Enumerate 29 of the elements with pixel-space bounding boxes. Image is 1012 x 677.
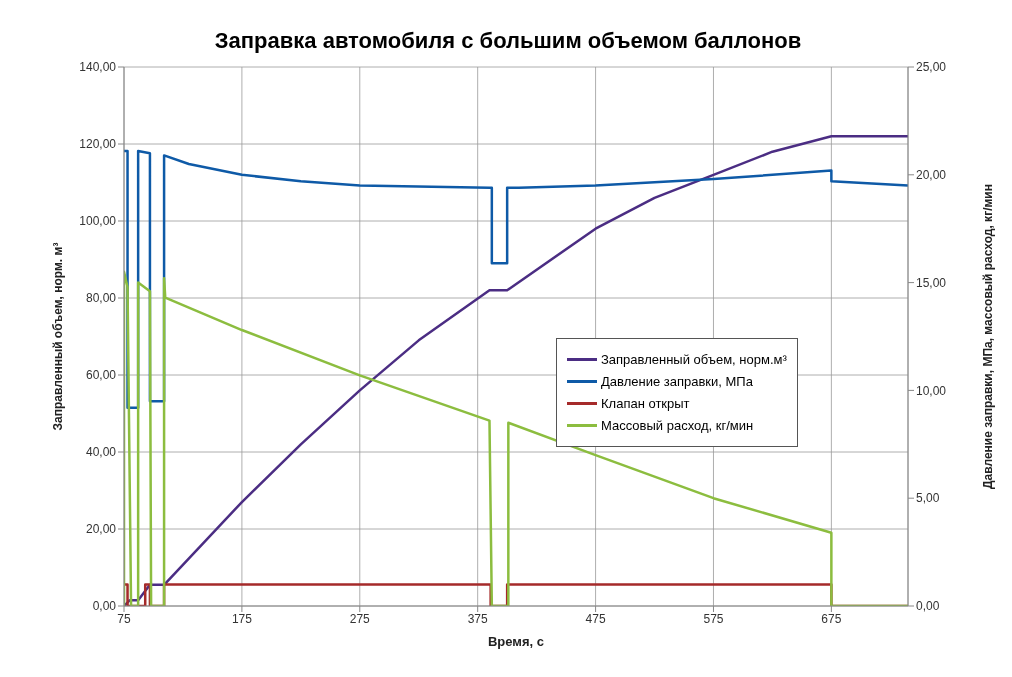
x-axis-title: Время, с (487, 634, 545, 649)
legend-label: Массовый расход, кг/мин (601, 418, 754, 433)
y-tick-label: 100,00 (79, 214, 117, 229)
y-tick-label: 20,00 (85, 522, 117, 537)
legend-label: Заправленный объем, норм.м³ (601, 352, 787, 367)
y2-tick-label: 10,00 (916, 383, 947, 398)
legend-label: Давление заправки, МПа (601, 374, 753, 389)
x-tick-label: 375 (467, 611, 489, 626)
x-tick-label: 75 (117, 611, 131, 626)
x-tick-label: 475 (585, 611, 606, 626)
y2-tick-label: 15,00 (916, 275, 947, 290)
y-tick-label: 140,00 (79, 60, 117, 75)
x-tick-label: 275 (349, 611, 371, 626)
y-tick-label: 60,00 (85, 368, 117, 383)
y2-tick-label: 20,00 (916, 168, 947, 183)
y-tick-label: 80,00 (85, 291, 117, 306)
x-tick-label: 575 (703, 611, 724, 626)
x-tick-label: 175 (231, 611, 253, 626)
y2-axis-title: Давление заправки, МПа, массовый расход, кг/мин (981, 184, 996, 489)
y-tick-label: 120,00 (79, 137, 117, 152)
y-tick-label: 0,00 (92, 599, 117, 614)
chart-title: Заправка автомобиля с большим объемом баллонов (213, 28, 803, 54)
y2-tick-label: 0,00 (916, 599, 940, 614)
y2-tick-label: 25,00 (916, 60, 947, 75)
x-tick-label: 675 (821, 611, 842, 626)
y2-tick-label: 5,00 (916, 491, 940, 506)
y-axis-title: Заправленный объем, норм. м³ (51, 242, 66, 431)
y-tick-label: 40,00 (85, 445, 117, 460)
legend-label: Клапан открыт (601, 396, 690, 411)
